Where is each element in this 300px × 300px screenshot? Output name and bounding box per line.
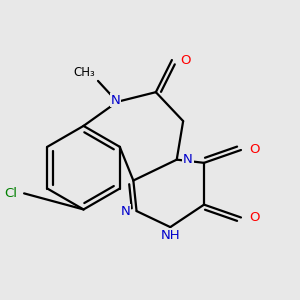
Text: N: N — [183, 153, 193, 166]
Text: N: N — [120, 205, 130, 218]
Text: O: O — [249, 211, 260, 224]
Text: O: O — [180, 53, 190, 67]
Text: CH₃: CH₃ — [73, 66, 95, 79]
Text: NH: NH — [160, 229, 180, 242]
Text: O: O — [249, 143, 260, 157]
Text: Cl: Cl — [5, 187, 18, 200]
Text: N: N — [111, 94, 121, 107]
